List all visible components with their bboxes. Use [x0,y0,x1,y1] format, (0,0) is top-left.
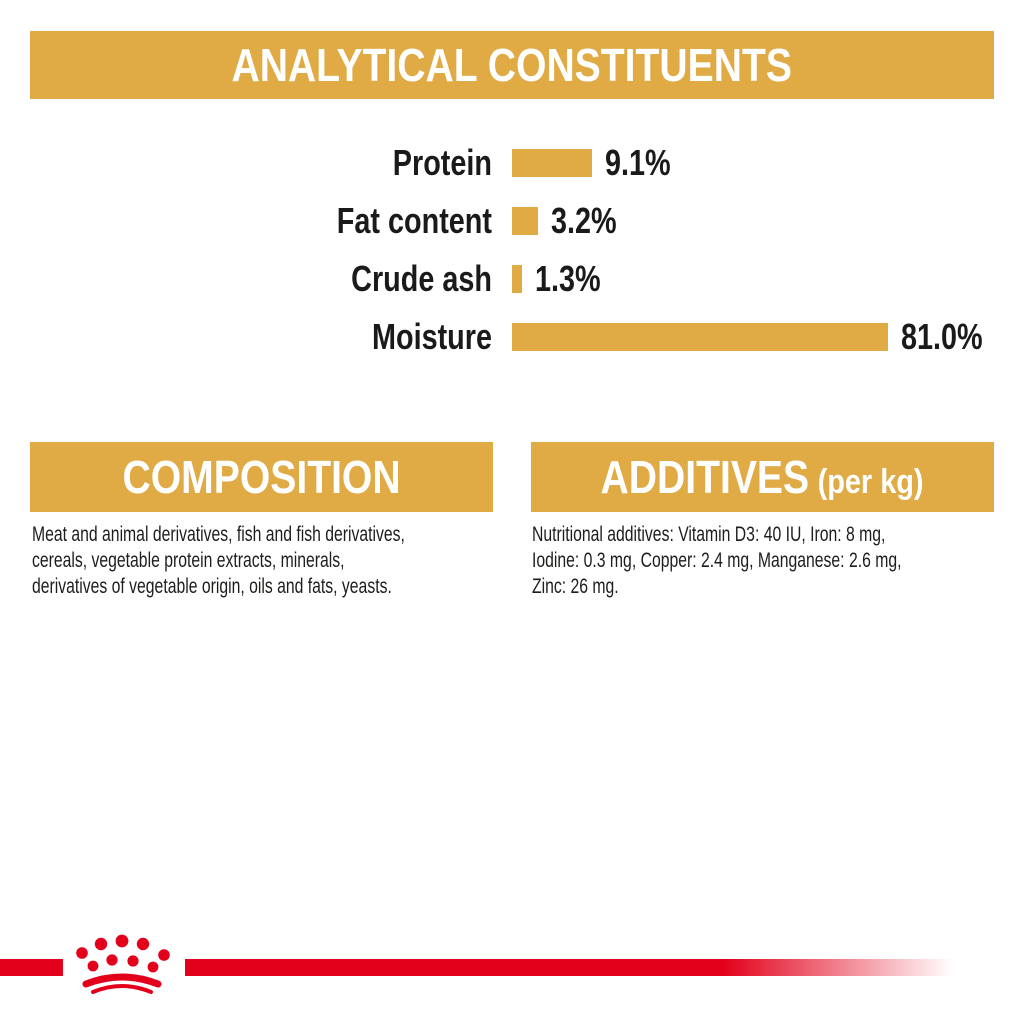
additives-text: Nutritional additives: Vitamin D3: 40 IU… [532,523,902,598]
additives-title-main: ADDITIVES [600,451,810,503]
additives-header: ADDITIVES (per kg) [531,442,994,512]
additives-title-suffix: (per kg) [818,463,925,501]
chart-bar [512,323,888,351]
analytical-constituents-title: ANALYTICAL CONSTITUENTS [231,39,793,91]
chart-category-label: Fat content [336,200,492,241]
composition-text: Meat and animal derivatives, fish and fi… [32,523,405,598]
chart-value-label: 3.2% [551,200,617,241]
chart-row: Protein 9.1% [30,142,687,183]
additives-title: ADDITIVES (per kg) [601,454,924,500]
chart-bar [512,265,522,293]
brand-line-left [0,959,63,976]
brand-line-right [185,959,953,976]
chart-value-label: 81.0% [901,316,983,357]
chart-bar [512,207,538,235]
composition-title: COMPOSITION [122,451,401,503]
chart-category-label: Moisture [371,316,492,357]
chart-value-label: 1.3% [535,258,601,299]
chart-bar [512,149,592,177]
chart-row: Fat content 3.2% [30,200,633,241]
chart-category-label: Protein [392,142,492,183]
chart-row: Crude ash 1.3% [30,258,617,299]
composition-header: COMPOSITION [30,442,493,512]
royal-canin-crown-icon [76,934,170,994]
chart-row: Moisture 81.0% [30,316,1003,357]
analytical-constituents-header: ANALYTICAL CONSTITUENTS [30,31,994,99]
chart-value-label: 9.1% [605,142,671,183]
analytical-constituents-chart: Protein 9.1% Fat content 3.2% Crude ash 1.3% M… [30,142,994,361]
chart-category-label: Crude ash [351,258,492,299]
